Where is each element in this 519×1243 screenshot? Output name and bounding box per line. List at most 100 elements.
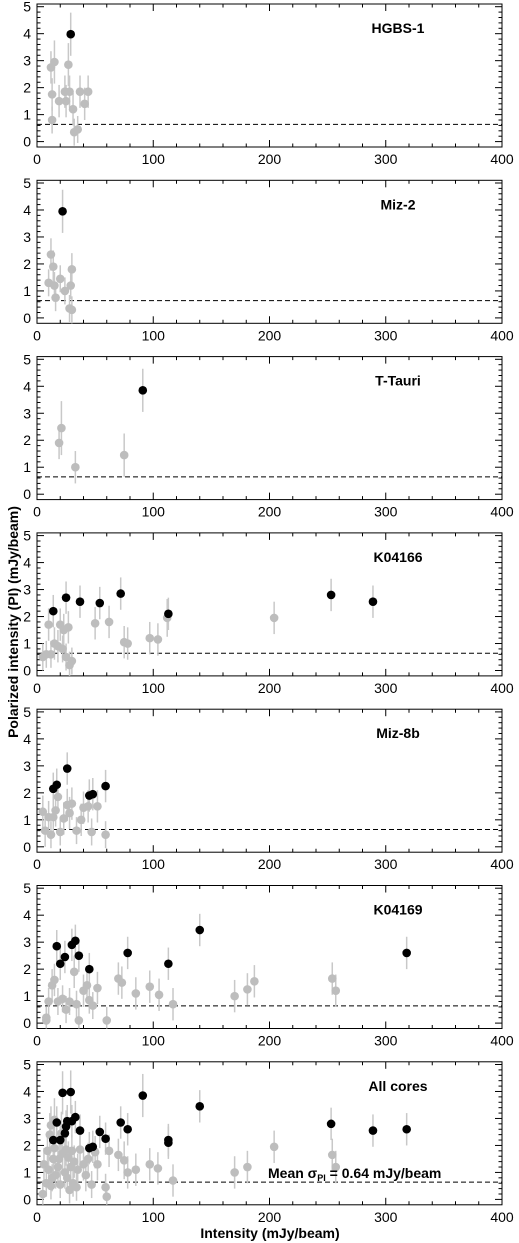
low-significance-point	[46, 830, 56, 839]
y-tick-label: 2	[23, 961, 31, 977]
low-significance-point	[153, 635, 163, 644]
low-significance-point	[145, 1160, 155, 1169]
y-tick-label: 2	[23, 256, 31, 272]
low-significance-point	[48, 262, 58, 271]
x-tick-label: 300	[374, 1033, 398, 1049]
low-significance-point	[75, 87, 85, 96]
low-significance-point	[93, 983, 102, 993]
low-significance-point	[65, 997, 74, 1006]
low-significance-point	[50, 57, 59, 67]
low-significance-point	[60, 286, 70, 296]
x-tick-label: 0	[33, 856, 41, 872]
y-tick-label: 1	[23, 1164, 31, 1180]
low-significance-point	[104, 1146, 114, 1156]
low-significance-point	[243, 1162, 252, 1172]
low-significance-point	[81, 1170, 91, 1180]
x-tick-label: 300	[374, 680, 398, 696]
y-tick-label: 5	[23, 351, 31, 367]
low-significance-point	[104, 617, 114, 627]
low-significance-point	[42, 1013, 51, 1023]
y-tick-label: 2	[23, 80, 31, 96]
x-tick-label: 400	[490, 327, 514, 343]
detection-point	[52, 780, 62, 790]
y-tick-label: 1	[23, 107, 31, 123]
x-tick-label: 400	[490, 1033, 514, 1049]
detection-point	[55, 959, 65, 969]
x-tick-label: 200	[258, 151, 282, 167]
detection-point	[75, 597, 85, 607]
x-tick-label: 300	[374, 504, 398, 520]
y-tick-label: 4	[23, 378, 31, 394]
y-tick-label: 0	[23, 134, 31, 150]
y-tick-label: 0	[23, 1015, 31, 1031]
y-tick-label: 3	[23, 405, 31, 421]
low-significance-point	[117, 978, 127, 987]
low-significance-point	[72, 1182, 81, 1192]
low-significance-point	[93, 802, 102, 811]
low-significance-point	[101, 1182, 110, 1192]
low-significance-point	[119, 1155, 129, 1165]
detection-point	[164, 609, 173, 619]
low-significance-point	[80, 99, 89, 109]
y-tick-label: 1	[23, 812, 31, 828]
low-significance-point	[67, 799, 77, 808]
low-significance-point	[69, 967, 79, 977]
low-significance-point	[331, 986, 341, 996]
detection-point	[368, 1126, 378, 1135]
detection-point	[85, 964, 94, 974]
y-tick-label: 3	[23, 53, 31, 69]
y-tick-label: 0	[23, 310, 31, 326]
low-significance-point	[243, 985, 252, 994]
low-significance-point	[51, 806, 60, 815]
low-significance-point	[83, 87, 93, 96]
x-tick-label: 100	[142, 680, 166, 696]
low-significance-point	[59, 814, 69, 823]
detection-point	[52, 1118, 62, 1127]
y-tick-label: 5	[23, 175, 31, 191]
detection-point	[55, 1135, 65, 1145]
x-tick-label: 100	[142, 504, 166, 520]
low-significance-point	[71, 462, 80, 472]
low-significance-point	[47, 90, 57, 99]
low-significance-point	[55, 827, 65, 837]
low-significance-point	[102, 1016, 112, 1025]
low-significance-point	[66, 281, 76, 290]
low-significance-point	[67, 656, 77, 666]
low-significance-point	[61, 1005, 71, 1014]
low-significance-point	[50, 1143, 59, 1153]
x-tick-label: 100	[142, 151, 166, 167]
detection-point	[58, 1088, 67, 1098]
y-tick-label: 5	[23, 704, 31, 720]
low-significance-point	[119, 450, 129, 460]
detection-point	[60, 1129, 70, 1138]
panel-title: All cores	[368, 1078, 427, 1094]
low-significance-point	[53, 1162, 63, 1172]
x-tick-label: 200	[258, 1033, 282, 1049]
low-significance-point	[46, 650, 56, 659]
low-significance-point	[269, 613, 279, 623]
y-tick-label: 4	[23, 1083, 31, 1099]
y-tick-label: 2	[23, 609, 31, 625]
detection-point	[48, 1135, 58, 1145]
panel-title: Miz-8b	[376, 725, 420, 741]
detection-point	[71, 1112, 80, 1122]
detection-point	[326, 1119, 336, 1129]
y-tick-label: 3	[23, 582, 31, 598]
low-significance-point	[131, 1165, 141, 1175]
plot-frame	[36, 532, 503, 677]
mean-sigma-note: Mean σPI = 0.64 mJy/beam	[268, 1165, 441, 1183]
low-significance-point	[87, 1180, 96, 1189]
panel-title: K04169	[373, 902, 422, 918]
detection-point	[116, 589, 125, 598]
y-tick-label: 1	[23, 459, 31, 475]
y-tick-label: 4	[23, 731, 31, 747]
low-significance-point	[145, 982, 155, 991]
low-significance-point	[44, 620, 53, 629]
x-axis-title: Intensity (mJy/beam)	[200, 1225, 339, 1241]
x-tick-label: 100	[142, 856, 166, 872]
y-tick-label: 1	[23, 283, 31, 299]
y-tick-label: 5	[23, 1056, 31, 1072]
low-significance-point	[82, 981, 92, 990]
x-tick-label: 400	[490, 680, 514, 696]
